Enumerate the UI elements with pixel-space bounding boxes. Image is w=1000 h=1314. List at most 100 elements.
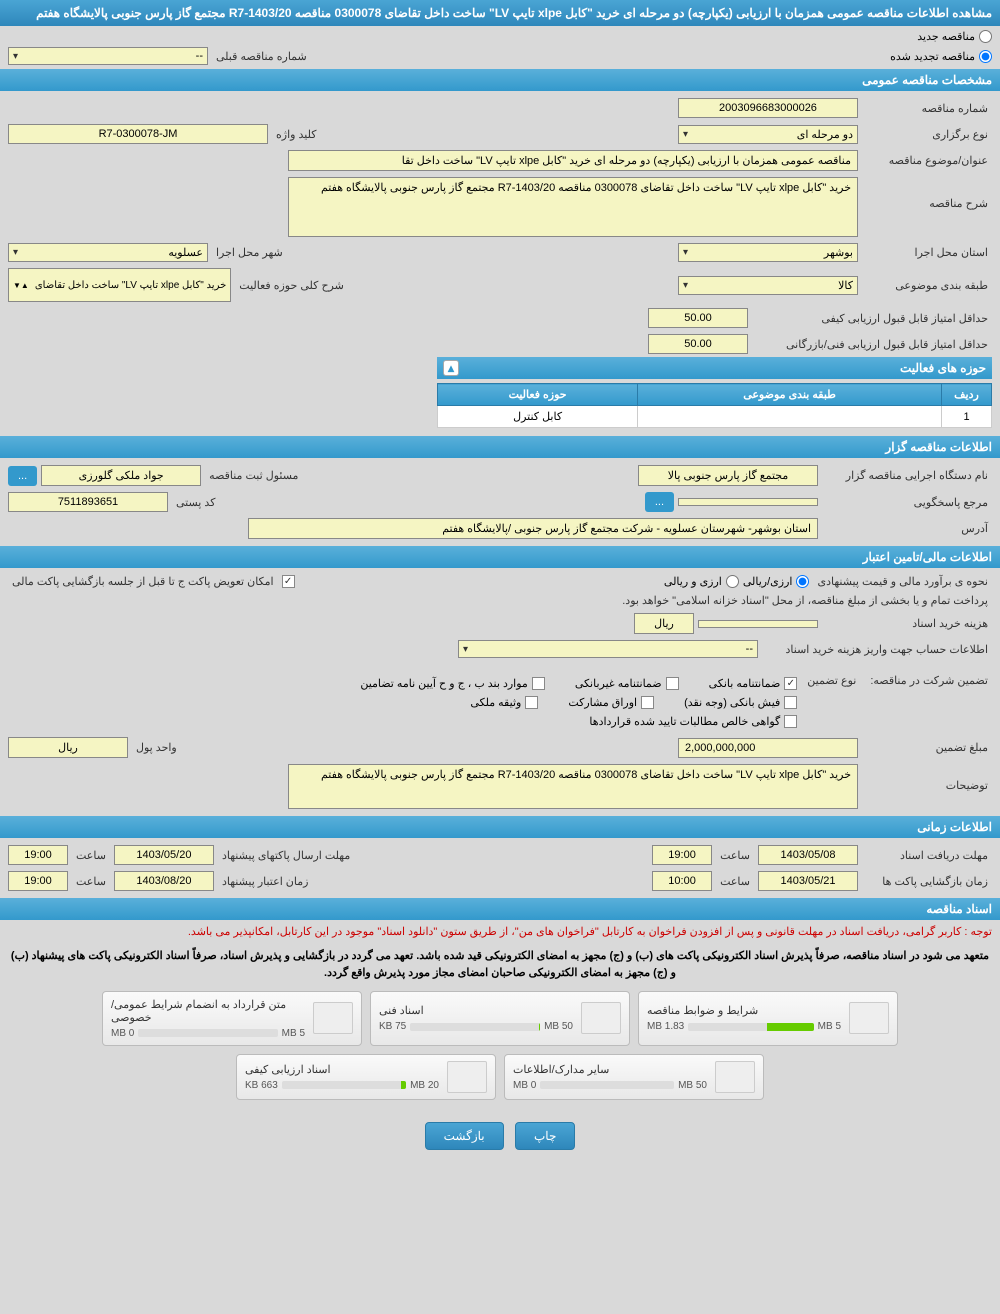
doc-title: اسناد فنی [379,1004,573,1021]
doc-title: شرایط و ضوابط مناقصه [647,1004,841,1021]
swap-checkbox[interactable] [282,575,295,588]
receive-label: مهلت دریافت اسناد [862,849,992,862]
folder-icon [849,1002,889,1034]
folder-icon [581,1002,621,1034]
doc-title: متن قرارداد به انضمام شرایط عمومی/خصوصی [111,998,305,1028]
scope-label: شرح کلی حوزه فعالیت [235,279,348,292]
scope-spinner-icon: ▲▼ [13,281,29,290]
doc-used: 0 MB [111,1028,134,1039]
section-time-header: اطلاعات زمانی [0,816,1000,838]
g7[interactable]: گواهی خالص مطالبات تایید شده قراردادها [589,715,797,728]
account-label: اطلاعات حساب جهت واریز هزینه خرید اسناد [762,643,992,656]
prev-tender-value: -- [196,50,203,62]
open-time: 10:00 [652,871,712,891]
chevron-down-icon: ▾ [463,644,468,655]
valid-time: 19:00 [8,871,68,891]
section-finance: نحوه ی برآورد مالی و قیمت پیشنهادی ارزی/… [0,568,1000,816]
radio-new[interactable]: مناقصه جدید [917,30,992,43]
doc-fee-label: هزینه خرید اسناد [822,617,992,630]
address-value: استان بوشهر- شهرستان عسلویه - شرکت مجتمع… [248,518,818,539]
doc-total: 50 MB [678,1080,707,1091]
folder-icon [715,1061,755,1093]
tender-no-label: شماره مناقصه [862,102,992,115]
valid-label: زمان اعتبار پیشنهاد [218,875,313,888]
exec-value: مجتمع گاز پارس جنوبی پالا [638,465,818,486]
amount-label: مبلغ تضمین [862,741,992,754]
section-docs-header: اسناد مناقصه [0,898,1000,920]
doc-card[interactable]: اسناد فنی 50 MB 75 KB [370,991,630,1046]
radio-fx[interactable]: ارزی و ریالی [664,575,739,588]
guarantee-type-label: نوع تضمین [803,674,860,687]
chevron-down-icon: ▾ [13,51,18,62]
doc-title: اسناد ارزیابی کیفی [245,1063,439,1080]
doc-card[interactable]: سایر مدارک/اطلاعات 50 MB 0 MB [504,1054,764,1100]
min-tech-label: حداقل امتیاز قابل قبول ارزیابی فنی/بازرگ… [752,338,992,351]
responsible-more-button[interactable]: ... [8,466,37,486]
postal-value: 7511893651 [8,492,168,512]
valid-date: 1403/08/20 [114,871,214,891]
footer-buttons: چاپ بازگشت [0,1106,1000,1166]
min-qual-label: حداقل امتیاز قابل قبول ارزیابی کیفی [752,312,992,325]
address-label: آدرس [822,522,992,535]
radio-renewed[interactable]: مناقصه تجدید شده [890,50,992,63]
g4[interactable]: فیش بانکی (وجه نقد) [684,696,797,709]
collapse-icon[interactable]: ▴ [443,360,459,376]
subject-value: مناقصه عمومی همزمان با ارزیابی (یکپارچه)… [288,150,858,171]
section-org: نام دستگاه اجرایی مناقصه گزار مجتمع گاز … [0,458,1000,546]
radio-fx-label: ارزی و ریالی [664,575,722,588]
city-select[interactable]: عسلویه ▾ [8,243,208,262]
scope-select[interactable]: خرید "کابل xlpe تایپ LV" ساخت داخل تقاضا… [8,268,231,302]
doc-total: 50 MB [544,1021,573,1032]
renewed-row: مناقصه تجدید شده شماره مناقصه قبلی -- ▾ [0,47,1000,69]
table-row: 1 کابل کنترل [438,406,992,428]
chevron-down-icon: ▾ [683,247,688,258]
col-scope: حوزه فعالیت [438,384,638,406]
doc-card[interactable]: اسناد ارزیابی کیفی 20 MB 663 KB [236,1054,496,1100]
doc-total: 5 MB [818,1021,841,1032]
city-value: عسلویه [168,246,203,259]
holding-type-select[interactable]: دو مرحله ای ▾ [678,125,858,144]
chevron-down-icon: ▾ [683,280,688,291]
cell-scope: کابل کنترل [438,406,638,428]
section-finance-header: اطلاعات مالی/تامین اعتبار [0,546,1000,568]
doc-fee-value[interactable] [698,620,818,628]
tender-status-radios: مناقصه جدید [0,26,1000,47]
account-value: -- [746,643,753,655]
category-select[interactable]: کالا ▾ [678,276,858,295]
radio-rial[interactable]: ارزی/ریالی [743,575,810,588]
doc-card[interactable]: شرایط و ضوابط مناقصه 5 MB 1.83 MB [638,991,898,1046]
section-org-header: اطلاعات مناقصه گزار [0,436,1000,458]
holding-type-label: نوع برگزاری [862,128,992,141]
amount-value: 2,000,000,000 [678,738,858,758]
g6[interactable]: وثیقه ملکی [470,696,538,709]
radio-renewed-label: مناقصه تجدید شده [890,50,975,63]
notes-label: توضیحات [862,764,992,792]
activities-table: ردیف طبقه بندی موضوعی حوزه فعالیت 1 کابل… [437,383,992,428]
print-button[interactable]: چاپ [515,1122,575,1150]
doc-card[interactable]: متن قرارداد به انضمام شرایط عمومی/خصوصی … [102,991,362,1046]
account-select[interactable]: -- ▾ [458,640,758,658]
min-qual-value: 50.00 [648,308,748,328]
notes-value: خرید "کابل xlpe تایپ LV" ساخت داخل تقاضا… [288,764,858,809]
province-label: استان محل اجرا [862,246,992,259]
keyword-label: کلید واژه [272,128,320,141]
back-button[interactable]: بازگشت [425,1122,504,1150]
g3[interactable]: موارد بند ب ، ج و ح آیین نامه تضامین [360,677,544,690]
guarantee-title: تضمین شرکت در مناقصه: [866,674,992,687]
doc-bar-fill [401,1081,406,1089]
doc-used: 663 KB [245,1080,278,1091]
section-general: شماره مناقصه 2003096683000026 نوع برگزار… [0,91,1000,436]
prev-tender-label: شماره مناقصه قبلی [212,50,311,63]
prev-tender-select[interactable]: -- ▾ [8,47,208,65]
doc-used: 0 MB [513,1080,536,1091]
col-cat: طبقه بندی موضوعی [638,384,942,406]
province-select[interactable]: بوشهر ▾ [678,243,858,262]
province-value: بوشهر [824,246,853,259]
folder-icon [447,1061,487,1093]
doc-bar-fill [539,1023,540,1031]
responder-more-button[interactable]: ... [645,492,674,512]
g1[interactable]: ضمانتنامه بانکی [709,677,798,690]
docs-notice-black: متعهد می شود در اسناد مناقصه، صرفاً پذیر… [0,946,1000,985]
g5[interactable]: اوراق مشارکت [568,696,654,709]
g2[interactable]: ضمانتنامه غیربانکی [575,677,679,690]
